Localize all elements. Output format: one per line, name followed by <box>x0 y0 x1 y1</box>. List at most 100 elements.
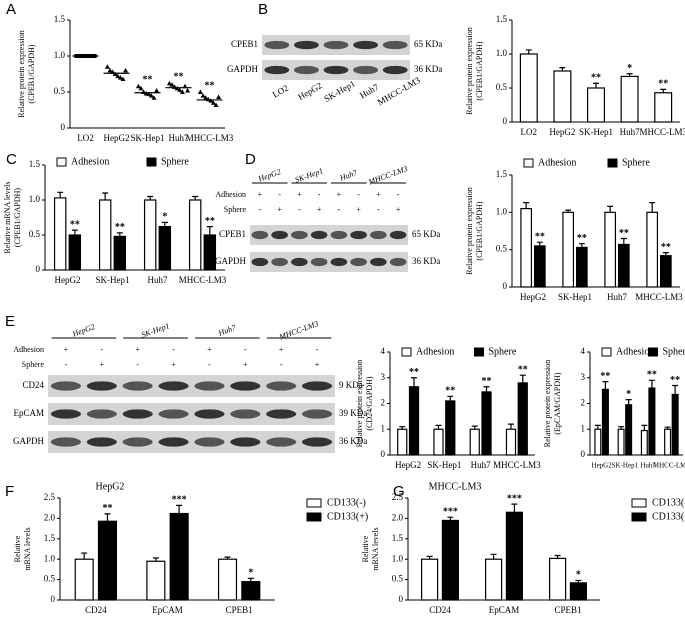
bar <box>505 428 517 456</box>
legend-label: CD133(-) <box>327 497 366 508</box>
blot-band <box>389 257 407 267</box>
annotation: ** <box>518 364 528 375</box>
error-bar <box>206 226 213 235</box>
x-tick-label: SK-Hep1 <box>131 133 165 143</box>
error-bar <box>192 195 199 200</box>
bar <box>671 393 679 456</box>
annotation: *** <box>172 495 187 506</box>
error-bar <box>620 237 627 245</box>
annotation: ** <box>647 370 657 381</box>
sign: - <box>280 360 283 369</box>
y-tick-label: 1.5 <box>392 533 404 543</box>
bar <box>575 246 588 288</box>
legend-swatch <box>601 347 612 357</box>
y-tick-label: 1.0 <box>54 50 66 60</box>
bar <box>533 245 546 288</box>
blot-strip <box>48 375 335 397</box>
x-tick-label: SK-Hep1 <box>96 275 130 285</box>
legend-label: Sphere <box>663 346 685 357</box>
sign: - <box>136 360 139 369</box>
row-label: EpCAM <box>13 408 44 418</box>
x-tick-label: LO2 <box>77 133 94 143</box>
error-bar <box>523 202 530 209</box>
x-tick-label: EpCAM <box>489 605 520 615</box>
annotation: ** <box>600 371 610 382</box>
y-tick-label: 2 <box>581 398 586 408</box>
blot-band <box>264 65 290 75</box>
blot-band <box>310 257 328 267</box>
legend-label: CD133(-) <box>652 497 685 508</box>
blot-band <box>350 257 367 267</box>
blot-band <box>230 409 261 419</box>
x-tick-label: SK-Hep1 <box>579 127 613 137</box>
point <box>107 67 113 73</box>
legend-label: Adhesion <box>616 346 654 357</box>
sign: - <box>208 360 211 369</box>
bar <box>113 235 127 271</box>
bar <box>659 255 672 288</box>
error-bar <box>519 374 526 383</box>
bar <box>517 382 528 456</box>
y-tick-label: 0 <box>399 594 404 604</box>
error-bar <box>525 49 532 54</box>
y-tick-label: 0 <box>61 122 66 132</box>
sign: - <box>357 190 360 199</box>
point <box>200 93 206 98</box>
y-axis-label: Relative protein expression <box>465 187 474 275</box>
y-tick-label: 0.5 <box>496 244 508 254</box>
error-bar <box>565 209 572 213</box>
blot-band <box>370 230 387 240</box>
row-label: CD24 <box>22 380 44 390</box>
blot-band <box>370 257 387 267</box>
annotation: ** <box>658 79 668 90</box>
point <box>123 67 129 73</box>
x-tick-label: MHCC-LM3 <box>493 460 541 470</box>
error-bar <box>662 252 669 256</box>
error-bar <box>554 554 561 559</box>
group-label: Huh7 <box>338 168 360 183</box>
y-tick-label: 0 <box>51 594 56 604</box>
bar <box>481 391 492 456</box>
y-tick-label: 1 <box>381 423 386 433</box>
blot-band <box>50 409 82 419</box>
blot-band <box>293 40 319 50</box>
y-tick-label: 0 <box>581 449 586 459</box>
bar <box>98 199 112 271</box>
legend-label: CD133(+) <box>652 511 685 522</box>
error-bar <box>447 516 454 521</box>
x-tick-label: CPEB1 <box>554 605 581 615</box>
bar <box>604 211 617 288</box>
bar <box>74 558 94 601</box>
error-bar <box>161 221 168 227</box>
y-tick-label: 1.5 <box>54 14 66 24</box>
legend-swatch <box>631 498 647 508</box>
y-axis-label: (CD24/GAPDH) <box>365 376 374 431</box>
sign: + <box>376 190 381 199</box>
error-bar <box>490 553 497 560</box>
bar <box>625 404 633 456</box>
blot-band <box>50 381 82 391</box>
y-tick-label: 0 <box>36 264 41 274</box>
panel-letter: B <box>258 1 268 18</box>
sign: - <box>377 205 380 214</box>
annotation: ** <box>409 367 419 378</box>
sign: + <box>64 345 69 354</box>
x-tick-label: SK-Hep1 <box>558 292 592 302</box>
y-axis-label: (CPEB1/GAPDH) <box>475 201 484 260</box>
x-tick-label: MHCC-LM3 <box>635 292 683 302</box>
point <box>146 91 152 97</box>
size-label: 65 KDa <box>412 229 440 239</box>
x-tick-label: Huh7 <box>607 292 627 302</box>
sign: - <box>259 205 262 214</box>
bar <box>553 70 572 123</box>
sign: + <box>135 345 140 354</box>
y-tick-label: 2 <box>381 398 386 408</box>
bar <box>188 199 202 271</box>
sign: - <box>278 190 281 199</box>
y-axis-label: mRNA levels <box>23 527 32 570</box>
point <box>213 102 219 107</box>
bar <box>441 519 459 601</box>
y-tick-label: 3 <box>581 372 586 382</box>
sign: + <box>317 205 322 214</box>
